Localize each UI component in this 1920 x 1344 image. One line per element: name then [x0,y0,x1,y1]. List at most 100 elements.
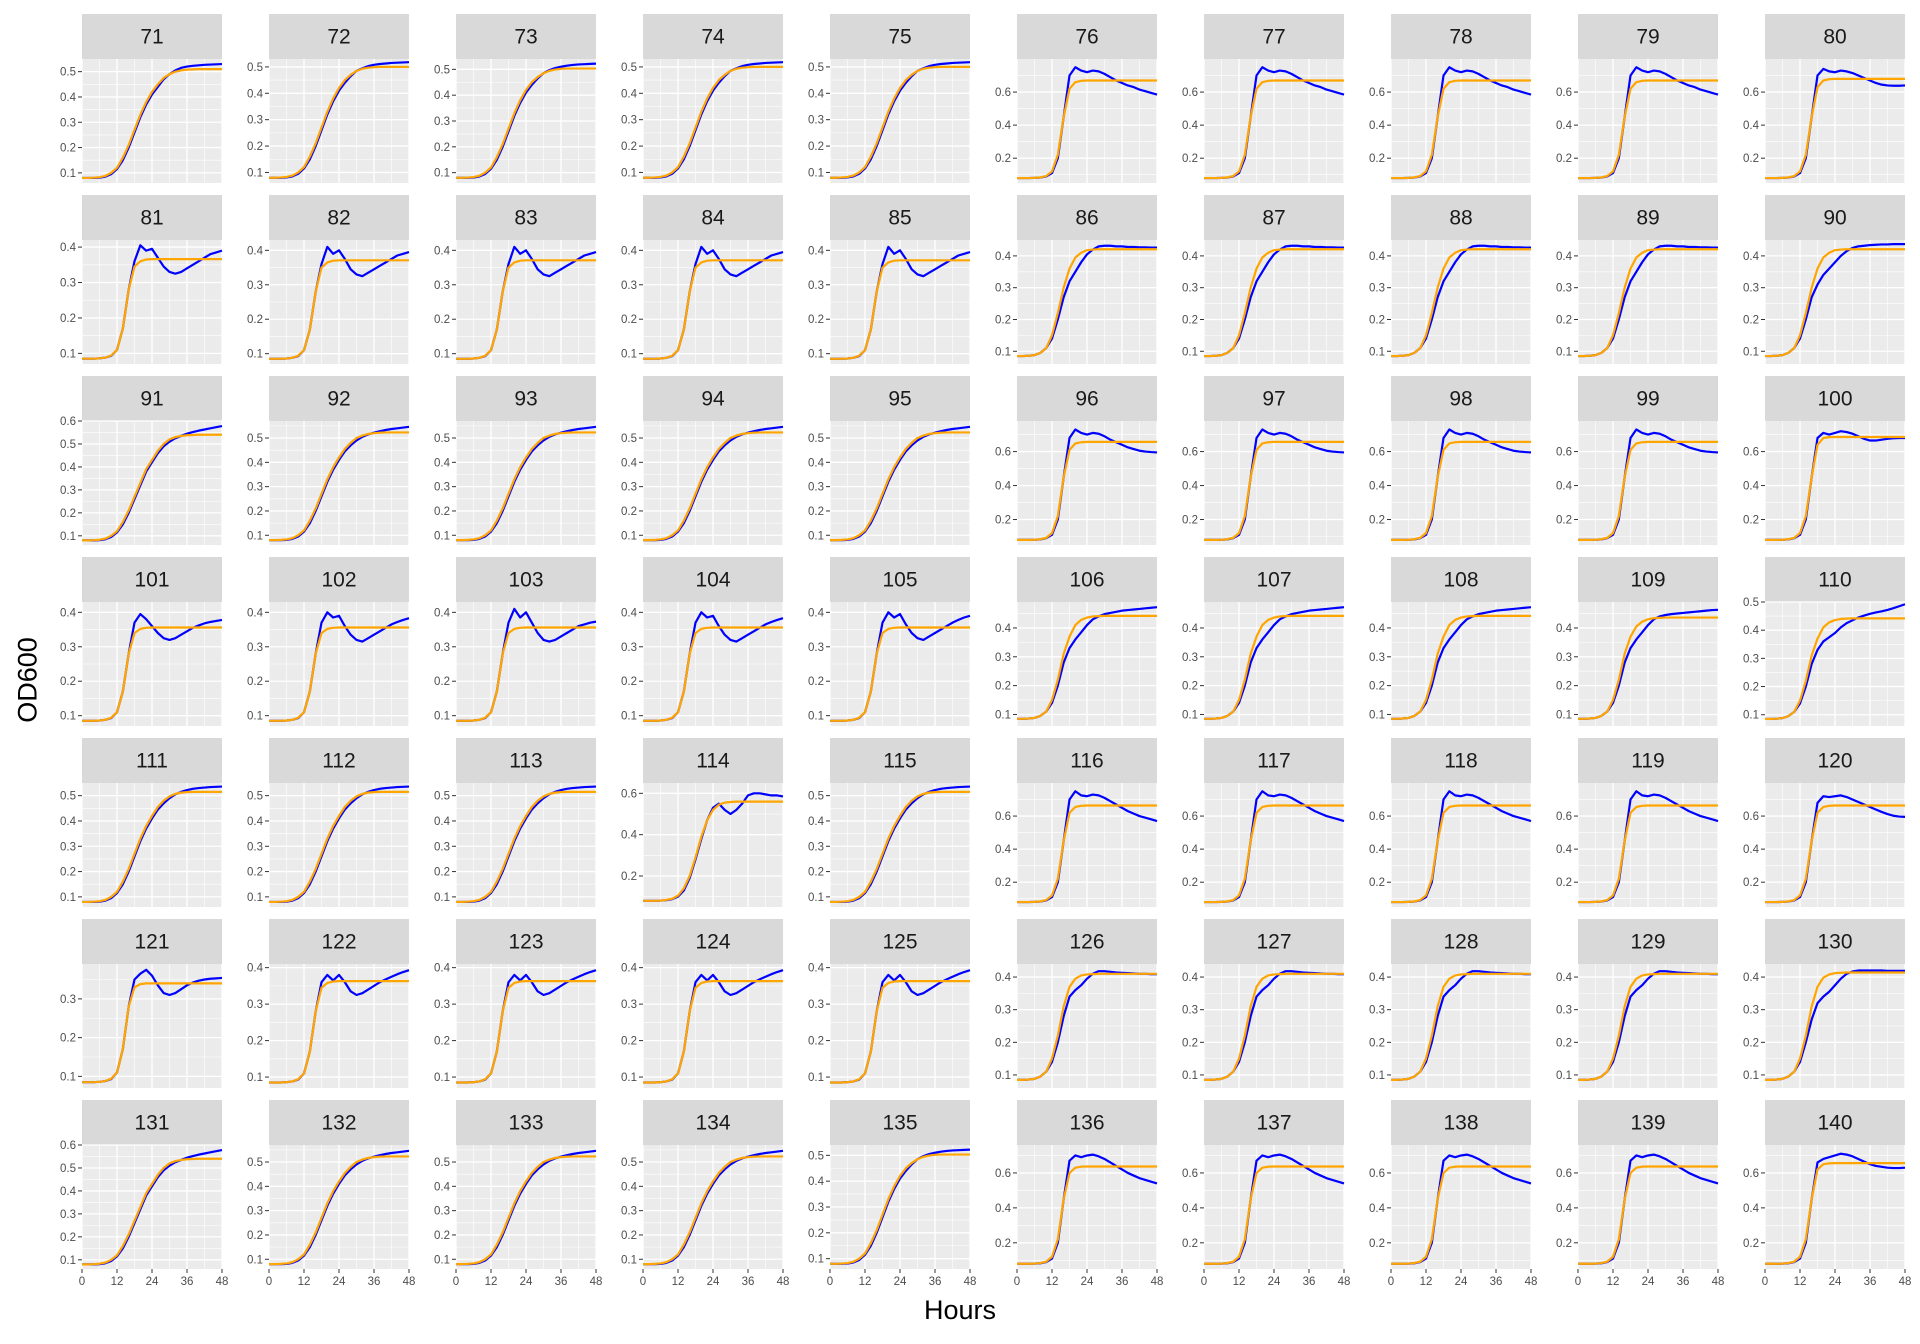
y-tick-label: 0.6 [1743,447,1759,459]
x-tick-label: 36 [1490,1276,1503,1288]
facet-panel-99: 99 0.2 0.4 0.6 [1556,376,1719,545]
fitted-od600-line [456,626,596,722]
y-tick-label: 0.2 [1369,153,1385,165]
y-tick-label: 0.1 [434,892,450,904]
facet-strip-label: 78 [1449,26,1472,49]
x-tick-label: 48 [1338,1276,1351,1288]
x-tick-label: 0 [266,1276,272,1288]
facet-panel-133: 133 0.1 0.2 0.3 0.4 0.5 0 12 24 36 48 [434,1100,602,1288]
facet-strip [643,376,783,421]
fitted-od600-line [1204,972,1344,1081]
y-tick-label: 0.2 [1369,1037,1385,1049]
y-tick-label: 0.3 [434,999,450,1011]
facet-strip-label: 110 [1818,569,1851,592]
y-tick-label: 0.4 [247,963,264,975]
fitted-od600-line [82,790,222,904]
y-tick-label: 0.6 [1369,811,1385,823]
y-tick-label: 0.2 [1182,1238,1198,1250]
facet-panel-75: 75 0.1 0.2 0.3 0.4 0.5 [808,14,971,183]
y-tick-label: 0.5 [808,791,824,803]
facet-strip [830,557,970,602]
y-tick-label: 0.3 [621,482,637,494]
y-tick-label: 0.2 [434,867,450,879]
fitted-od600-line [456,790,596,904]
y-tick-label: 0.4 [1182,623,1199,635]
facet-panel-80: 80 0.2 0.4 0.6 [1743,14,1906,183]
y-tick-label: 0.4 [1556,844,1573,856]
fitted-od600-line [1578,1165,1718,1265]
y-tick-label: 0.3 [247,482,263,494]
y-tick-label: 0.5 [808,62,824,74]
y-tick-label: 0.2 [247,314,263,326]
fitted-od600-line [1765,248,1905,358]
y-tick-label: 0.3 [60,1209,76,1221]
y-tick-label: 0.5 [60,439,76,451]
fitted-od600-line [1017,79,1157,180]
facet-strip-label: 125 [882,931,917,954]
y-tick-label: 0.2 [60,313,76,325]
facet-strip [1578,14,1718,59]
y-tick-label: 0.1 [247,167,263,179]
facet-panel-140: 140 0.2 0.4 0.6 0 12 24 36 48 [1743,1100,1911,1288]
y-tick-label: 0.1 [60,1071,76,1083]
y-tick-label: 0.3 [247,642,263,654]
y-tick-label: 0.4 [1556,972,1573,984]
fitted-od600-line [269,65,409,179]
x-tick-label: 0 [453,1276,459,1288]
y-tick-label: 0.4 [247,457,264,469]
y-tick-label: 0.1 [1743,710,1759,722]
x-tick-label: 24 [146,1276,159,1288]
y-tick-label: 0.2 [247,506,263,518]
y-tick-label: 0.3 [1182,283,1198,295]
y-tick-label: 0.1 [434,349,450,361]
fitted-od600-line [1017,804,1157,904]
y-tick-label: 0.6 [1743,1168,1759,1180]
x-tick-label: 12 [859,1276,872,1288]
facet-strip [1204,557,1344,602]
y-tick-label: 0.2 [1369,1238,1385,1250]
facet-strip-label: 72 [327,26,350,49]
y-tick-label: 0.1 [60,892,76,904]
facet-strip-label: 106 [1069,569,1104,592]
facet-strip-label: 140 [1817,1112,1852,1135]
facet-panel-124: 124 0.1 0.2 0.3 0.4 [621,919,784,1088]
y-tick-label: 0.2 [60,1033,76,1045]
y-tick-label: 0.6 [1182,87,1198,99]
y-tick-label: 0.5 [621,433,637,445]
facet-strip-label: 75 [888,26,911,49]
x-tick-label: 12 [672,1276,685,1288]
y-tick-label: 0.2 [808,1036,824,1048]
y-tick-label: 0.2 [434,314,450,326]
y-tick-label: 0.2 [60,508,76,520]
facet-panel-123: 123 0.1 0.2 0.3 0.4 [434,919,597,1088]
y-tick-label: 0.3 [1556,652,1572,664]
fitted-od600-line [1204,804,1344,904]
facet-panel-94: 94 0.1 0.2 0.3 0.4 0.5 [621,376,784,545]
facet-strip [456,919,596,964]
y-tick-label: 0.2 [1556,877,1572,889]
y-tick-label: 0.1 [1369,1070,1385,1082]
fitted-od600-line [1391,79,1531,180]
y-tick-label: 0.4 [1369,251,1386,263]
facet-strip-label: 122 [321,931,356,954]
facet-strip-label: 97 [1262,388,1285,411]
fitted-od600-line [82,982,222,1084]
facet-strip [1765,195,1905,240]
facet-panel-136: 136 0.2 0.4 0.6 0 12 24 36 48 [995,1100,1163,1288]
facet-strip [269,919,409,964]
y-tick-label: 0.4 [808,816,825,828]
y-tick-label: 0.5 [434,433,450,445]
y-tick-label: 0.4 [1743,844,1760,856]
y-tick-label: 0.4 [995,1203,1012,1215]
y-tick-label: 0.3 [808,999,824,1011]
x-axis-title: Hours [923,1295,997,1325]
y-tick-label: 0.2 [621,506,637,518]
y-tick-label: 0.4 [247,816,264,828]
y-tick-label: 0.2 [1182,681,1198,693]
facet-strip [1765,376,1905,421]
facet-panel-104: 104 0.1 0.2 0.3 0.4 [621,557,784,726]
facet-strip-label: 76 [1075,26,1098,49]
x-tick-label: 12 [1607,1276,1620,1288]
facet-panel-87: 87 0.1 0.2 0.3 0.4 [1182,195,1345,364]
